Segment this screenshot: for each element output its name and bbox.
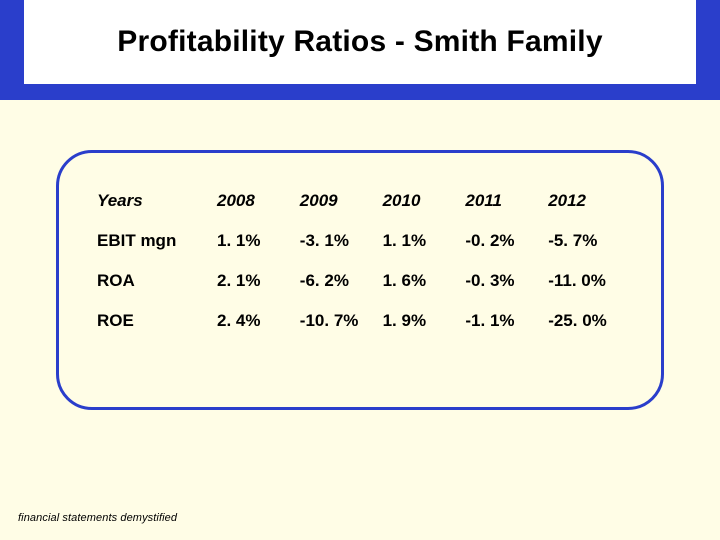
- cell: -0. 3%: [461, 261, 544, 301]
- col-header: 2011: [461, 181, 544, 221]
- table-row: ROE 2. 4% -10. 7% 1. 9% -1. 1% -25. 0%: [93, 301, 627, 341]
- row-label: ROE: [93, 301, 213, 341]
- row-header-label: Years: [93, 181, 213, 221]
- cell: -10. 7%: [296, 301, 379, 341]
- cell: 2. 4%: [213, 301, 296, 341]
- table-row: EBIT mgn 1. 1% -3. 1% 1. 1% -0. 2% -5. 7…: [93, 221, 627, 261]
- title-panel: Profitability Ratios - Smith Family: [24, 0, 696, 84]
- title-band: Profitability Ratios - Smith Family: [0, 0, 720, 100]
- content-panel-wrap: Years 2008 2009 2010 2011 2012 EBIT mgn …: [56, 150, 664, 410]
- cell: -3. 1%: [296, 221, 379, 261]
- col-header: 2009: [296, 181, 379, 221]
- cell: -5. 7%: [544, 221, 627, 261]
- cell: -1. 1%: [461, 301, 544, 341]
- footer-text: financial statements demystified: [18, 512, 177, 524]
- table-row: ROA 2. 1% -6. 2% 1. 6% -0. 3% -11. 0%: [93, 261, 627, 301]
- cell: -0. 2%: [461, 221, 544, 261]
- col-header: 2008: [213, 181, 296, 221]
- slide: Profitability Ratios - Smith Family Year…: [0, 0, 720, 540]
- col-header: 2010: [379, 181, 462, 221]
- ratios-table: Years 2008 2009 2010 2011 2012 EBIT mgn …: [93, 181, 627, 341]
- col-header: 2012: [544, 181, 627, 221]
- cell: 2. 1%: [213, 261, 296, 301]
- cell: -11. 0%: [544, 261, 627, 301]
- table-header-row: Years 2008 2009 2010 2011 2012: [93, 181, 627, 221]
- cell: 1. 1%: [213, 221, 296, 261]
- row-label: ROA: [93, 261, 213, 301]
- cell: -6. 2%: [296, 261, 379, 301]
- cell: 1. 6%: [379, 261, 462, 301]
- cell: -25. 0%: [544, 301, 627, 341]
- page-title: Profitability Ratios - Smith Family: [117, 25, 602, 59]
- cell: 1. 1%: [379, 221, 462, 261]
- content-panel: Years 2008 2009 2010 2011 2012 EBIT mgn …: [56, 150, 664, 410]
- cell: 1. 9%: [379, 301, 462, 341]
- row-label: EBIT mgn: [93, 221, 213, 261]
